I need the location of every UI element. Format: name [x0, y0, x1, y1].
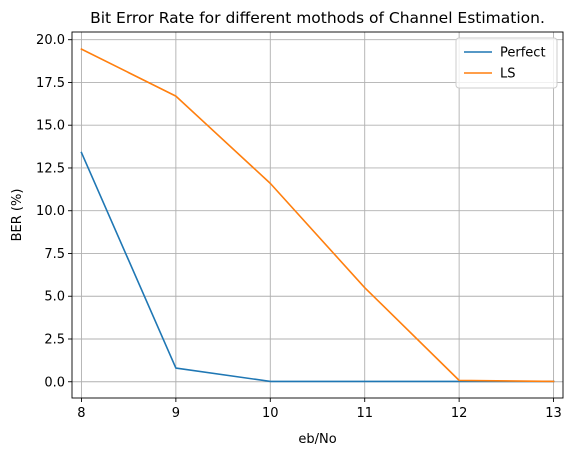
- x-tick-label: 9: [172, 406, 180, 421]
- y-axis-label: BER (%): [10, 189, 25, 242]
- plot-frame: [71, 31, 564, 399]
- y-tick-label: 17.5: [36, 76, 65, 91]
- y-tick-label: 20.0: [36, 33, 65, 48]
- y-tick-label: 0.0: [44, 375, 65, 390]
- legend-label-perfect: Perfect: [500, 46, 546, 61]
- y-tick-label: 2.5: [44, 332, 65, 347]
- y-tick-label: 15.0: [36, 119, 65, 134]
- legend-box: [455, 37, 558, 89]
- series-lines: [80, 48, 555, 383]
- y-tick-label: 5.0: [44, 290, 65, 305]
- series-line-perfect: [80, 151, 555, 383]
- x-tick-label: 11: [356, 406, 373, 421]
- y-tick-label: 7.5: [44, 247, 65, 262]
- series-line-ls: [80, 48, 555, 383]
- x-tick-label: 8: [77, 406, 85, 421]
- axis-ticks: 8 9 10 11 12 13 0.0 2.5 5.0 7.5 10.0 12.5 15.0 17.5 20…: [36, 33, 562, 421]
- legend: Perfect LS: [455, 37, 558, 89]
- x-tick-label: 10: [262, 406, 279, 421]
- x-axis-label: eb/No: [298, 432, 336, 447]
- y-tick-label: 12.5: [36, 161, 65, 176]
- legend-label-ls: LS: [500, 67, 516, 82]
- y-tick-label: 10.0: [36, 204, 65, 219]
- x-tick-label: 12: [451, 406, 468, 421]
- x-tick-label: 13: [545, 406, 562, 421]
- chart-title: Bit Error Rate for different mothods of …: [90, 9, 545, 27]
